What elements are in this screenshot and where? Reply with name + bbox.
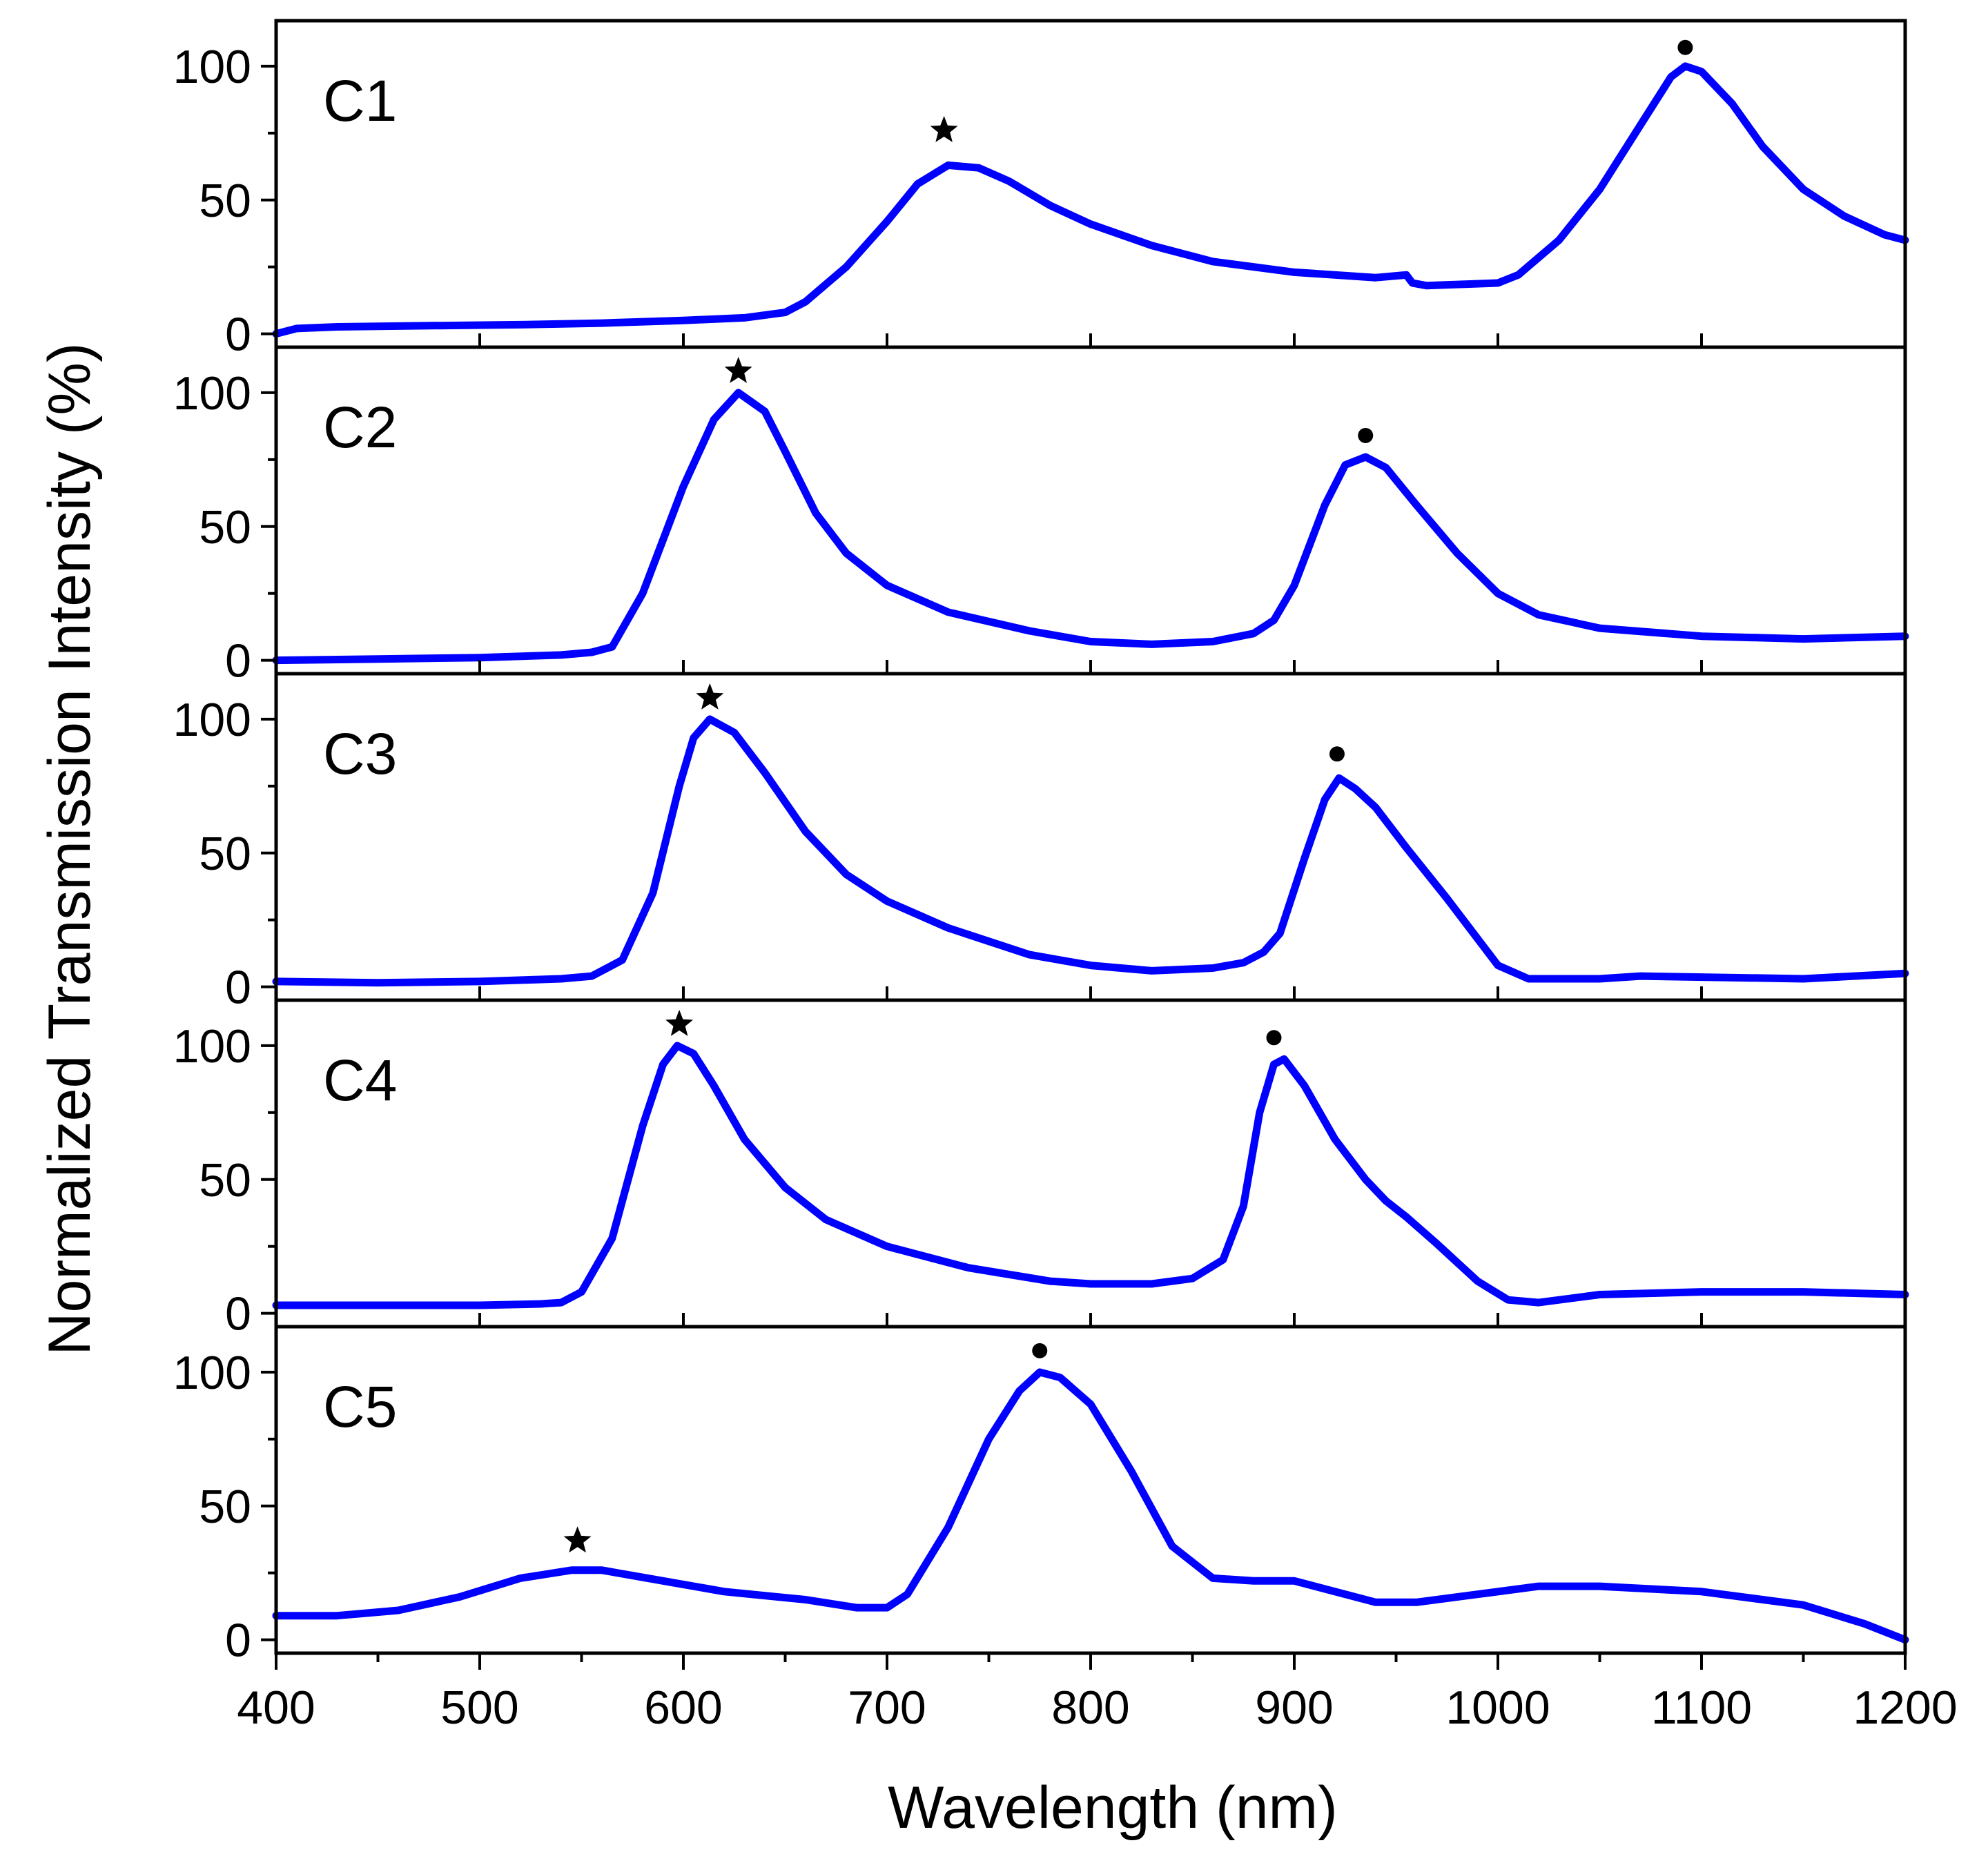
y-tick-label: 100 [173, 694, 251, 746]
panel-c1: 0 50 100 C1 [173, 19, 1909, 361]
panel-frame [274, 19, 1907, 349]
spectrum-line-c5 [272, 1368, 1909, 1644]
y-tick-label: 50 [199, 1154, 251, 1207]
star-marker [563, 1526, 592, 1553]
x-tick-label: 600 [644, 1681, 722, 1734]
panel-label-c2: C2 [323, 395, 397, 460]
x-axis-ticks: 400 500 600 700 800 900 1000 1100 1200 [237, 1653, 1958, 1734]
x-tick-label: 500 [440, 1681, 518, 1734]
panel-label-c4: C4 [323, 1048, 397, 1113]
y-tick-label: 50 [199, 501, 251, 554]
y-tick-label: 0 [225, 635, 251, 687]
dot-marker [1032, 1343, 1048, 1358]
star-marker [724, 356, 752, 383]
panel-frame [274, 672, 1907, 1002]
spectrum-line-c1 [272, 62, 1909, 338]
spectrum-line-c3 [272, 715, 1909, 987]
star-marker [696, 683, 724, 710]
y-tick-label: 0 [225, 1288, 251, 1340]
y-tick-label: 50 [199, 828, 251, 880]
y-axis-title: Normalized Transmission Intensity (%) [37, 342, 103, 1355]
x-tick-label: 700 [848, 1681, 926, 1734]
dot-marker [1266, 1030, 1282, 1046]
dot-marker [1329, 746, 1345, 762]
star-marker [665, 1009, 694, 1036]
panel-c4: 0 50 100 C4 [173, 998, 1909, 1340]
y-tick-label: 50 [199, 175, 251, 227]
y-tick-label: 0 [225, 1615, 251, 1667]
y-tick-label: 50 [199, 1481, 251, 1533]
x-tick-label: 900 [1255, 1681, 1333, 1734]
y-tick-label: 0 [225, 309, 251, 361]
x-tick-label: 400 [237, 1681, 315, 1734]
y-tick-label: 100 [173, 1020, 251, 1073]
y-tick-label: 100 [173, 1347, 251, 1399]
panel-frame [274, 1325, 1907, 1655]
x-axis-title: Wavelength (nm) [888, 1775, 1338, 1841]
y-tick-label: 100 [173, 41, 251, 93]
panel-label-c5: C5 [323, 1374, 397, 1439]
panel-frame [274, 345, 1907, 676]
dot-marker [1358, 427, 1374, 443]
panel-c5: 0 50 100 C5 [173, 1325, 1909, 1667]
spectrum-line-c4 [272, 1042, 1909, 1309]
panel-c3: 0 50 100 C3 [173, 672, 1909, 1014]
panel-frame [274, 998, 1907, 1329]
star-marker [930, 116, 958, 142]
panel-label-c3: C3 [323, 721, 397, 786]
panel-c2: 0 50 100 C2 [173, 345, 1909, 687]
x-tick-label: 800 [1051, 1681, 1129, 1734]
dot-marker [1677, 39, 1693, 55]
spectrum-line-c2 [272, 389, 1909, 665]
x-tick-label: 1000 [1445, 1681, 1550, 1734]
y-tick-label: 0 [225, 962, 251, 1014]
panels-group: 0 50 100 C1 0 50 100 C2 0 50 100 C3 0 50 100 C4 0 50 100 C5 [173, 19, 1909, 1667]
y-tick-label: 100 [173, 367, 251, 420]
panel-label-c1: C1 [323, 68, 397, 133]
x-tick-label: 1200 [1853, 1681, 1957, 1734]
x-tick-label: 1100 [1651, 1681, 1752, 1734]
